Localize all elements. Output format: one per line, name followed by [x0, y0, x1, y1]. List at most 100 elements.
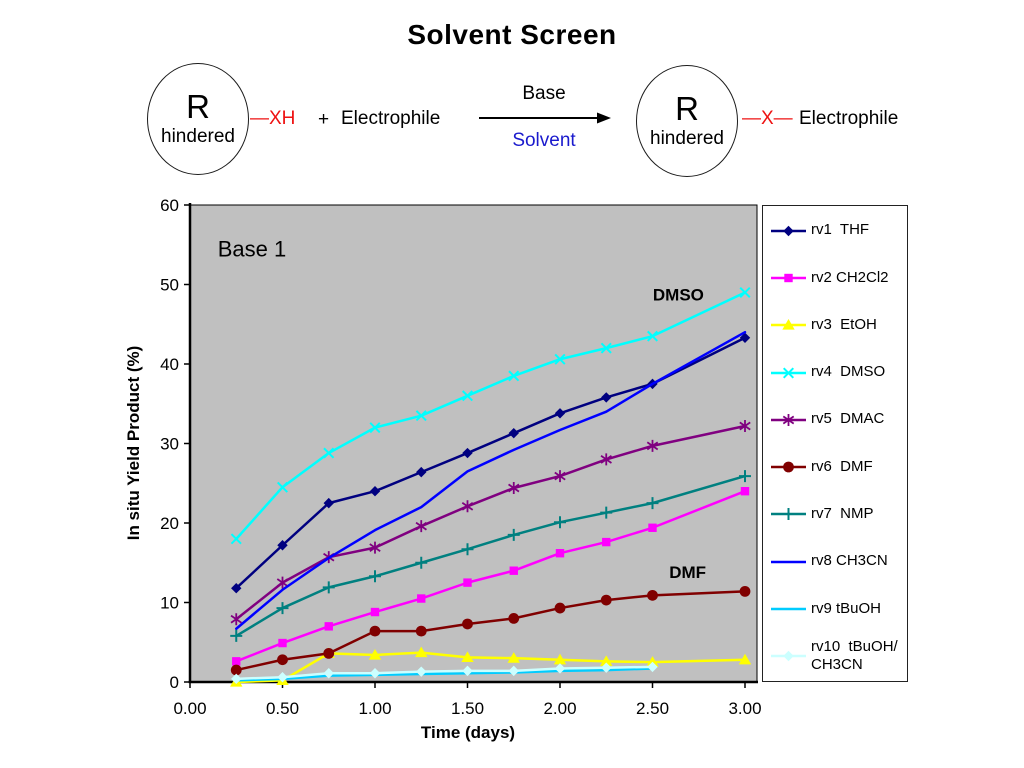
- marker-asterisk: [230, 613, 242, 626]
- bond-x-label: —X—: [742, 108, 793, 129]
- marker-plus: [415, 556, 428, 569]
- legend-item: rv7 NMP: [770, 491, 907, 538]
- legend-item: rv10 tBuOH/ CH3CN: [770, 633, 907, 680]
- marker-plus: [507, 528, 520, 541]
- marker-x: [508, 370, 520, 382]
- legend-sample-icon: [771, 273, 806, 283]
- legend-label: rv2 CH2Cl2: [811, 268, 889, 286]
- marker-asterisk: [646, 439, 659, 452]
- marker-asterisk: [600, 453, 612, 466]
- legend-label: rv3 EtOH: [811, 315, 877, 333]
- marker-square: [784, 273, 793, 283]
- marker-triangle: [738, 653, 752, 665]
- marker-diamond: [323, 668, 334, 679]
- marker-plus: [554, 516, 566, 529]
- marker-triangle: [415, 646, 428, 658]
- legend-sample-icon: [771, 508, 806, 521]
- legend-label: rv6 DMF: [811, 457, 873, 475]
- marker-x: [276, 481, 289, 493]
- marker-plus: [369, 570, 381, 583]
- y-tick-label: 0: [170, 673, 179, 692]
- legend-label: rv10 tBuOH/ CH3CN: [811, 637, 898, 674]
- marker-circle: [277, 654, 288, 666]
- legend-label: rv7 NMP: [811, 505, 874, 523]
- marker-asterisk: [782, 413, 795, 426]
- legend-item: rv4 DMSO: [770, 349, 907, 396]
- legend-sample-icon: [771, 367, 806, 379]
- marker-asterisk: [554, 470, 566, 483]
- marker-diamond: [323, 497, 334, 509]
- marker-diamond: [783, 225, 794, 236]
- y-tick-label: 10: [160, 594, 179, 613]
- marker-diamond: [508, 665, 519, 677]
- marker-plus: [230, 629, 243, 642]
- marker-diamond: [416, 466, 427, 478]
- series-line: [235, 667, 654, 682]
- marker-square: [278, 638, 287, 648]
- marker-asterisk: [369, 541, 381, 554]
- marker-triangle: [507, 652, 520, 663]
- reaction-arrow-icon: [479, 112, 611, 124]
- x-tick-label: 0.50: [266, 699, 299, 718]
- marker-x: [600, 342, 612, 354]
- marker-x: [230, 533, 242, 545]
- product-r-label: R: [675, 90, 699, 128]
- marker-x: [415, 410, 427, 422]
- marker-diamond: [601, 392, 612, 403]
- x-tick-label: 2.00: [543, 699, 576, 718]
- marker-square: [370, 607, 380, 617]
- marker-diamond: [462, 665, 473, 677]
- y-tick-label: 20: [160, 514, 179, 533]
- marker-square: [232, 657, 241, 666]
- marker-circle: [739, 585, 751, 597]
- marker-plus: [646, 497, 659, 510]
- product-circle: R hindered: [636, 65, 738, 177]
- marker-plus: [461, 543, 474, 556]
- marker-diamond: [554, 408, 566, 419]
- marker-triangle: [646, 656, 659, 667]
- y-tick-label: 60: [160, 196, 179, 215]
- legend-sample-icon: [771, 319, 806, 330]
- marker-x: [554, 353, 566, 365]
- legend-label: rv5 DMAC: [811, 410, 885, 428]
- marker-square: [555, 549, 565, 558]
- chart-annotation: DMF: [669, 563, 706, 582]
- legend-label: rv9 tBuOH: [811, 599, 882, 617]
- marker-x: [461, 390, 474, 402]
- x-tick-label: 3.00: [728, 699, 761, 718]
- marker-diamond: [277, 540, 288, 551]
- x-tick-label: 1.00: [358, 699, 391, 718]
- marker-diamond: [554, 663, 566, 674]
- legend-sample-icon: [771, 413, 806, 426]
- legend-sample-icon: [771, 225, 806, 236]
- marker-diamond: [739, 332, 751, 343]
- marker-circle: [369, 625, 381, 637]
- marker-square: [602, 537, 611, 547]
- legend-item: rv1 THF: [770, 207, 907, 254]
- yield-chart-svg: 0 10 20 30 40 50 60 0.00 0.50 1.00 1.50 2.00 2.50 3.0…: [125, 196, 762, 742]
- marker-diamond: [369, 486, 381, 497]
- marker-square: [740, 487, 750, 496]
- marker-plus: [600, 506, 613, 519]
- marker-diamond: [647, 661, 658, 673]
- marker-x: [739, 286, 751, 298]
- reactant-r-label: R: [186, 88, 210, 126]
- x-axis-title: Time (days): [421, 723, 515, 742]
- marker-circle: [462, 618, 473, 630]
- plus-sign: +: [318, 109, 330, 130]
- y-tick-label: 40: [160, 355, 179, 374]
- marker-circle: [554, 602, 566, 614]
- legend-sample-icon: [771, 461, 806, 473]
- legend-item: rv2 CH2Cl2: [770, 254, 907, 301]
- x-tick-label: 2.50: [636, 699, 669, 718]
- marker-square: [463, 578, 472, 587]
- series-line: [235, 330, 747, 630]
- legend-item: rv6 DMF: [770, 443, 907, 490]
- arrow-base-label: Base: [522, 83, 566, 104]
- marker-asterisk: [276, 576, 289, 589]
- marker-circle: [415, 625, 427, 637]
- legend-label: rv8 CH3CN: [811, 552, 888, 570]
- marker-square: [509, 566, 518, 575]
- marker-x: [369, 422, 381, 434]
